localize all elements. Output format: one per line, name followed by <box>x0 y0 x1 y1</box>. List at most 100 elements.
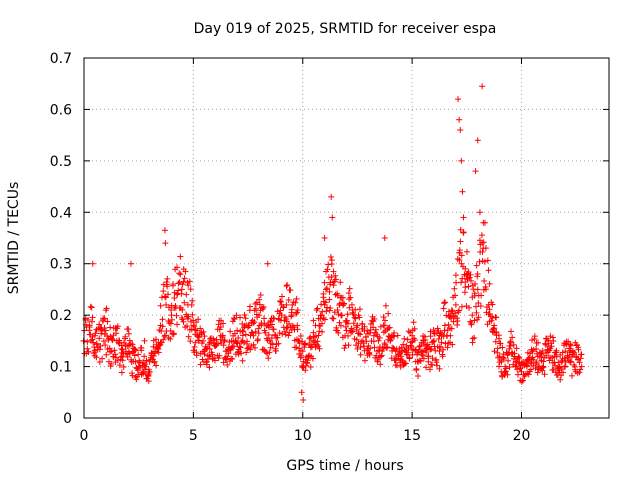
data-point <box>346 304 353 311</box>
data-point <box>318 301 325 308</box>
data-point <box>441 322 448 329</box>
data-point <box>385 310 392 317</box>
x-tick-label: 5 <box>189 428 198 444</box>
data-point <box>380 313 387 320</box>
data-point <box>310 337 317 344</box>
data-point <box>420 355 427 362</box>
data-point <box>108 360 115 367</box>
data-point <box>325 261 332 268</box>
data-point <box>323 285 330 292</box>
data-point <box>243 349 250 356</box>
data-point <box>567 341 574 348</box>
data-point <box>504 371 511 378</box>
data-point <box>278 312 285 319</box>
data-point <box>348 327 355 334</box>
data-point <box>491 348 498 355</box>
data-point <box>499 344 506 351</box>
data-point <box>539 347 546 354</box>
data-point <box>187 286 194 293</box>
y-tick-label: 0.5 <box>50 154 72 170</box>
data-point <box>382 302 389 309</box>
y-tick-label: 0.4 <box>50 205 72 221</box>
data-point <box>330 268 337 275</box>
data-point <box>88 318 95 325</box>
data-point <box>455 96 462 103</box>
data-point <box>466 274 473 281</box>
data-point <box>326 288 333 295</box>
data-point <box>192 326 199 333</box>
data-point <box>474 286 481 293</box>
data-point <box>392 348 399 355</box>
data-point <box>156 342 163 349</box>
data-point <box>220 320 227 327</box>
data-point <box>508 349 515 356</box>
data-point <box>454 315 461 322</box>
data-point <box>431 337 437 344</box>
data-point <box>400 341 407 348</box>
data-point <box>192 339 199 346</box>
data-point <box>381 322 388 329</box>
data-point <box>433 359 440 366</box>
data-point <box>251 319 258 326</box>
data-point <box>456 116 463 123</box>
data-point <box>236 343 243 350</box>
data-point <box>191 343 198 350</box>
data-point <box>174 321 181 328</box>
data-point <box>476 209 483 216</box>
data-point <box>299 338 306 345</box>
data-point <box>539 367 546 374</box>
data-point <box>372 326 379 333</box>
data-point <box>181 275 188 282</box>
data-point <box>418 351 425 358</box>
data-point <box>436 365 443 372</box>
data-point <box>167 327 174 334</box>
data-point <box>281 328 288 335</box>
data-point <box>345 342 352 349</box>
data-point <box>103 351 110 358</box>
data-point <box>469 312 476 319</box>
data-point <box>534 353 541 360</box>
data-point <box>179 306 186 313</box>
data-point <box>180 318 187 325</box>
data-point <box>162 240 169 247</box>
data-point <box>538 351 545 358</box>
data-point <box>560 369 567 376</box>
data-point <box>422 336 429 343</box>
data-point <box>404 336 411 343</box>
data-point <box>350 311 357 318</box>
data-point <box>316 345 323 352</box>
data-point <box>540 364 547 371</box>
data-point <box>112 351 119 358</box>
data-point <box>444 344 451 351</box>
data-point <box>125 326 132 333</box>
data-point <box>309 355 316 362</box>
data-point <box>282 331 289 338</box>
data-point <box>223 356 230 363</box>
data-point <box>476 258 483 265</box>
data-point <box>203 361 210 368</box>
data-point <box>458 303 465 310</box>
data-point <box>401 335 408 342</box>
data-point <box>380 329 387 336</box>
axis-ticks: 0 0.1 0.2 0.3 0.4 0.5 0.6 0.7 0 5 10 15 20 <box>50 51 609 444</box>
data-point <box>366 329 373 336</box>
data-point <box>283 325 290 332</box>
data-point <box>330 282 337 289</box>
data-point <box>567 342 574 349</box>
data-point <box>270 315 277 322</box>
data-point <box>486 280 493 287</box>
data-point <box>479 248 486 255</box>
data-point <box>361 323 368 330</box>
data-point <box>434 362 441 369</box>
data-point <box>90 339 97 346</box>
data-point <box>298 389 305 396</box>
data-point <box>101 315 108 322</box>
data-point <box>175 287 182 294</box>
data-point <box>425 353 432 360</box>
data-point <box>213 342 220 349</box>
data-point <box>502 363 509 370</box>
data-point <box>458 157 465 164</box>
data-point <box>332 291 339 298</box>
data-point <box>411 325 418 332</box>
